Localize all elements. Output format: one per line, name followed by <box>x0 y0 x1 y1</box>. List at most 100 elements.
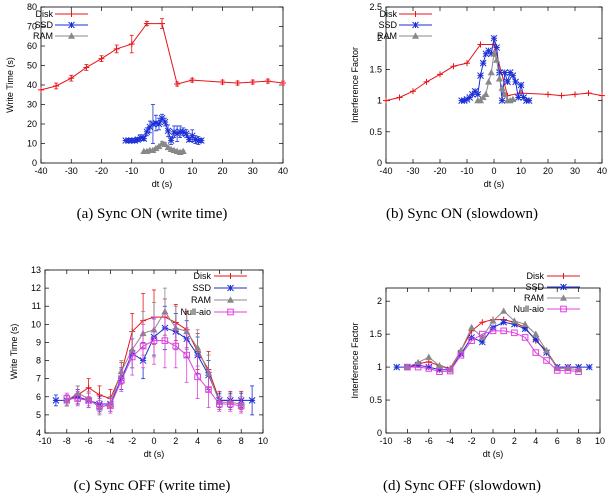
data-point-disk <box>264 78 271 85</box>
data-point-disk <box>479 319 486 326</box>
data-point-ssd <box>161 118 169 126</box>
caption-b: (b) Sync ON (slowdown) <box>386 206 538 222</box>
data-point-disk <box>83 64 90 71</box>
x-tick-label-a: 20 <box>217 166 227 176</box>
data-point-ram <box>161 140 169 148</box>
caption-c: (c) Sync OFF (write time) <box>74 478 231 494</box>
data-point-ssd <box>477 72 484 79</box>
data-point-ssd-d2 <box>182 130 190 138</box>
y-tick-label-a: 40 <box>27 80 37 90</box>
data-point-null-aio <box>85 397 92 404</box>
data-point-ssd <box>140 135 148 142</box>
series-null-aio-c <box>63 313 245 414</box>
legend-marker-ssd <box>412 21 419 29</box>
legend-marker-null-aio <box>560 305 567 313</box>
x-tick-label-c: 0 <box>151 436 156 446</box>
data-point-disk <box>234 80 241 87</box>
x-tick-label-c: 2 <box>173 436 178 446</box>
data-point-ssd-d2 <box>504 78 511 86</box>
data-point-ssd-d2 <box>176 128 184 136</box>
plot-frame-a <box>40 6 284 164</box>
y-tick-label-b: 2 <box>377 33 382 43</box>
legend-label-null-aio: Null-aio <box>513 304 544 314</box>
data-point-ram <box>482 90 490 98</box>
x-tick-label-c: 6 <box>217 436 222 446</box>
series-null-aio-d <box>404 327 582 376</box>
data-point-null-aio <box>521 334 529 341</box>
data-point-ram <box>479 93 487 101</box>
data-point-ram <box>476 96 485 104</box>
chart-c: -10 -8 -6 -4 -2 0 2 4 6 8 10 4 5 6 7 8 9 10 11 12 13 dt (s) Wr… <box>9 265 268 459</box>
x-tick-label-a: -20 <box>95 166 108 176</box>
data-point-ssd <box>128 137 136 144</box>
x-tick-label-d: 10 <box>595 436 605 446</box>
y-tick-label-a: 60 <box>27 41 37 51</box>
legend-label-ram: RAM <box>377 31 397 41</box>
data-point-ssd-d2 <box>164 127 172 135</box>
data-point-ssd <box>158 114 166 122</box>
legend-entry-ram-d: RAM <box>524 293 580 303</box>
data-point-null-aio <box>107 402 114 410</box>
data-point-ssd <box>194 137 202 144</box>
series-ssd-a <box>122 104 205 145</box>
legend-entry-disk-d: Disk <box>527 271 580 281</box>
y-axis-label-c: Write Time (s) <box>9 324 19 380</box>
y-tick-label-d: 1.5 <box>369 329 382 339</box>
data-point-disk <box>396 94 403 101</box>
y-tick-label-c: 11 <box>32 301 41 311</box>
x-tick-label-a: 10 <box>187 166 197 176</box>
data-point-null-aio <box>532 349 540 356</box>
data-point-ssd-d2 <box>191 136 199 143</box>
data-point-ram <box>495 75 503 82</box>
data-point-ram <box>521 320 529 327</box>
data-point-null-aio <box>500 327 507 335</box>
data-point-null-aio <box>183 351 190 359</box>
data-point-ssd <box>504 78 511 86</box>
data-point-ssd-d2 <box>152 119 160 127</box>
y-tick-label-c: 13 <box>31 265 41 275</box>
legend-marker-ssd-d2 <box>227 284 234 292</box>
legend-entry-ssd-b: SSD <box>378 20 432 30</box>
data-point-disk <box>174 81 181 88</box>
data-point-disk <box>113 45 120 52</box>
legend-entry-null-aio-d: Null-aio <box>513 304 580 314</box>
data-point-ssd-d2 <box>490 34 498 42</box>
data-point-ssd-d2 <box>248 397 256 404</box>
data-point-ssd-d2 <box>188 132 196 140</box>
data-point-ssd <box>134 136 142 143</box>
data-point-disk <box>558 92 565 99</box>
legend-label-ssd: SSD <box>192 283 211 293</box>
y-tick-label-a: 0 <box>32 158 37 168</box>
data-point-ram <box>575 366 583 373</box>
legend-label-ram: RAM <box>524 293 544 303</box>
legend-marker-ssd <box>560 283 567 291</box>
y-axis-label-b: Interference Factor <box>350 47 360 123</box>
data-point-null-aio <box>150 337 158 344</box>
legend-label-disk: Disk <box>527 271 545 281</box>
data-point-ssd-d2 <box>194 137 202 144</box>
data-point-ssd <box>490 34 498 42</box>
data-point-ssd <box>182 130 190 138</box>
data-point-disk <box>53 82 60 89</box>
data-point-ssd <box>512 78 519 86</box>
data-point-ssd <box>501 69 509 76</box>
legend-entry-null-aio-c: Null-aio <box>180 307 247 317</box>
data-point-ram <box>489 317 497 324</box>
data-point-ssd-d2 <box>137 134 145 142</box>
legend-entry-ram-b: RAM <box>377 31 432 41</box>
data-point-null-aio <box>227 400 234 408</box>
data-point-ssd-d2 <box>393 363 401 371</box>
data-point-null-aio <box>205 386 212 393</box>
data-point-ssd <box>393 363 401 371</box>
y-tick-label-d: 2 <box>377 296 382 306</box>
data-point-disk <box>545 91 551 98</box>
y-tick-label-b: 0.5 <box>369 127 382 137</box>
series-ram-a <box>140 139 187 155</box>
chart-b: -40 -30 -20 -10 0 10 20 30 40 0 0.5 1 1.5 2 2.5 dt (s) I… <box>350 2 607 189</box>
legend-marker-ram <box>67 32 76 39</box>
data-point-null-aio <box>128 353 136 361</box>
data-point-ssd <box>125 137 133 144</box>
data-point-ssd-d2 <box>122 137 130 144</box>
legend-entry-disk-c: Disk <box>194 271 247 281</box>
